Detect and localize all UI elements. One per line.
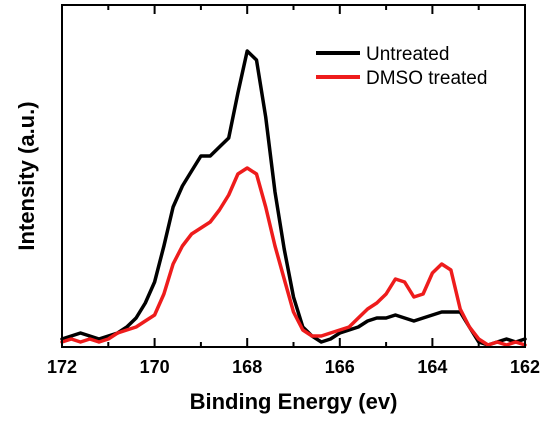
legend-label-untreated: Untreated xyxy=(366,44,449,65)
x-axis-title: Binding Energy (ev) xyxy=(190,389,398,414)
x-tick-label: 162 xyxy=(510,357,540,377)
series-line-untreated xyxy=(60,49,527,347)
x-tick-label: 168 xyxy=(232,357,262,377)
plot-frame xyxy=(61,4,526,348)
x-tick-label: 164 xyxy=(417,357,447,377)
legend-label-dmso-treated: DMSO treated xyxy=(366,68,487,89)
series-line-dmso-treated xyxy=(60,166,527,347)
x-tick-label: 172 xyxy=(47,357,77,377)
y-axis-title: Intensity (a.u.) xyxy=(14,101,39,250)
legend: Untreated DMSO treated xyxy=(316,44,487,89)
x-tick-label: 166 xyxy=(325,357,355,377)
x-tick-label: 170 xyxy=(140,357,170,377)
ticks-layer: 172 170 168 166 164 162 xyxy=(47,5,540,377)
plot-layer xyxy=(60,49,527,347)
